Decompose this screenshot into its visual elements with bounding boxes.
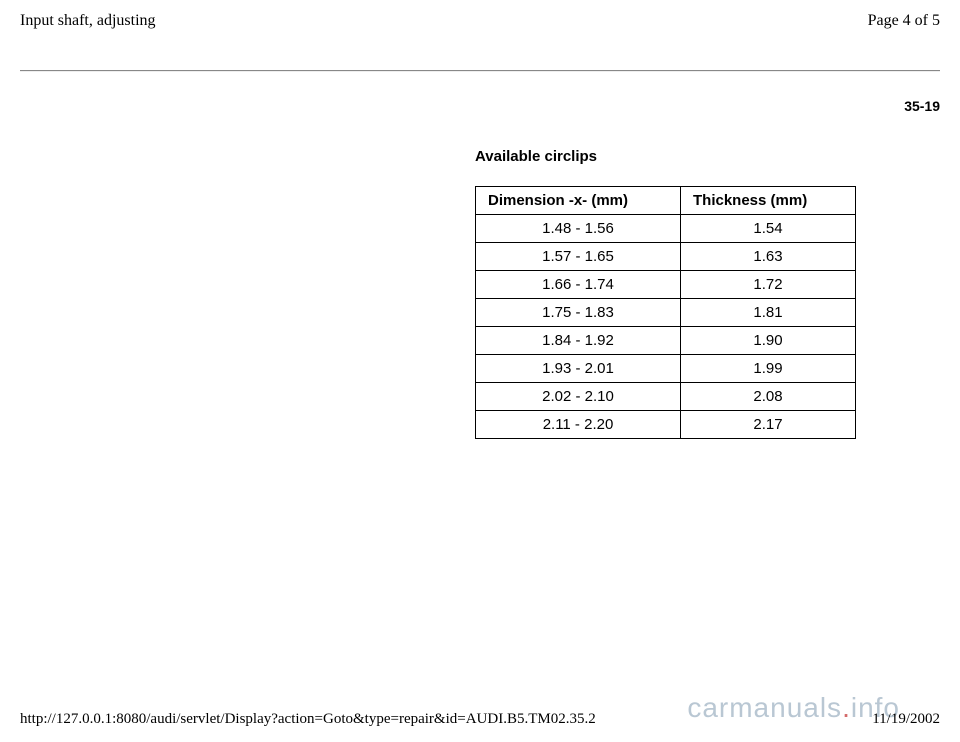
cell-dimension: 1.48 - 1.56 — [476, 215, 681, 243]
table-row: 1.75 - 1.83 1.81 — [476, 299, 856, 327]
table-body: 1.48 - 1.56 1.54 1.57 - 1.65 1.63 1.66 -… — [476, 215, 856, 439]
page-indicator: Page 4 of 5 — [868, 12, 940, 30]
cell-thickness: 1.99 — [681, 355, 856, 383]
cell-dimension: 2.02 - 2.10 — [476, 383, 681, 411]
table-row: 1.84 - 1.92 1.90 — [476, 327, 856, 355]
cell-thickness: 1.90 — [681, 327, 856, 355]
cell-dimension: 1.75 - 1.83 — [476, 299, 681, 327]
watermark-dot: . — [842, 692, 851, 723]
doc-title: Input shaft, adjusting — [20, 12, 156, 30]
page-root: Input shaft, adjusting Page 4 of 5 35-19… — [0, 0, 960, 742]
cell-thickness: 1.54 — [681, 215, 856, 243]
cell-thickness: 1.63 — [681, 243, 856, 271]
cell-dimension: 1.57 - 1.65 — [476, 243, 681, 271]
circlips-table: Dimension -x- (mm) Thickness (mm) 1.48 -… — [475, 186, 856, 439]
cell-thickness: 2.17 — [681, 411, 856, 439]
table-row: 1.48 - 1.56 1.54 — [476, 215, 856, 243]
table-row: 2.11 - 2.20 2.17 — [476, 411, 856, 439]
section-title: Available circlips — [475, 148, 597, 165]
page-code: 35-19 — [904, 98, 940, 114]
col-header-dimension: Dimension -x- (mm) — [476, 187, 681, 215]
table-header-row: Dimension -x- (mm) Thickness (mm) — [476, 187, 856, 215]
header-rule — [20, 70, 940, 72]
cell-dimension: 1.93 - 2.01 — [476, 355, 681, 383]
cell-dimension: 2.11 - 2.20 — [476, 411, 681, 439]
footer-url: http://127.0.0.1:8080/audi/servlet/Displ… — [20, 711, 596, 728]
table-row: 1.66 - 1.74 1.72 — [476, 271, 856, 299]
page-header: Input shaft, adjusting Page 4 of 5 — [20, 12, 940, 30]
cell-dimension: 1.66 - 1.74 — [476, 271, 681, 299]
cell-thickness: 1.81 — [681, 299, 856, 327]
cell-thickness: 2.08 — [681, 383, 856, 411]
table-row: 2.02 - 2.10 2.08 — [476, 383, 856, 411]
cell-thickness: 1.72 — [681, 271, 856, 299]
watermark-part1: carmanuals — [687, 692, 842, 723]
col-header-thickness: Thickness (mm) — [681, 187, 856, 215]
watermark: carmanuals.info — [687, 692, 900, 724]
footer-date: 11/19/2002 — [872, 711, 940, 728]
cell-dimension: 1.84 - 1.92 — [476, 327, 681, 355]
table-row: 1.57 - 1.65 1.63 — [476, 243, 856, 271]
table-row: 1.93 - 2.01 1.99 — [476, 355, 856, 383]
